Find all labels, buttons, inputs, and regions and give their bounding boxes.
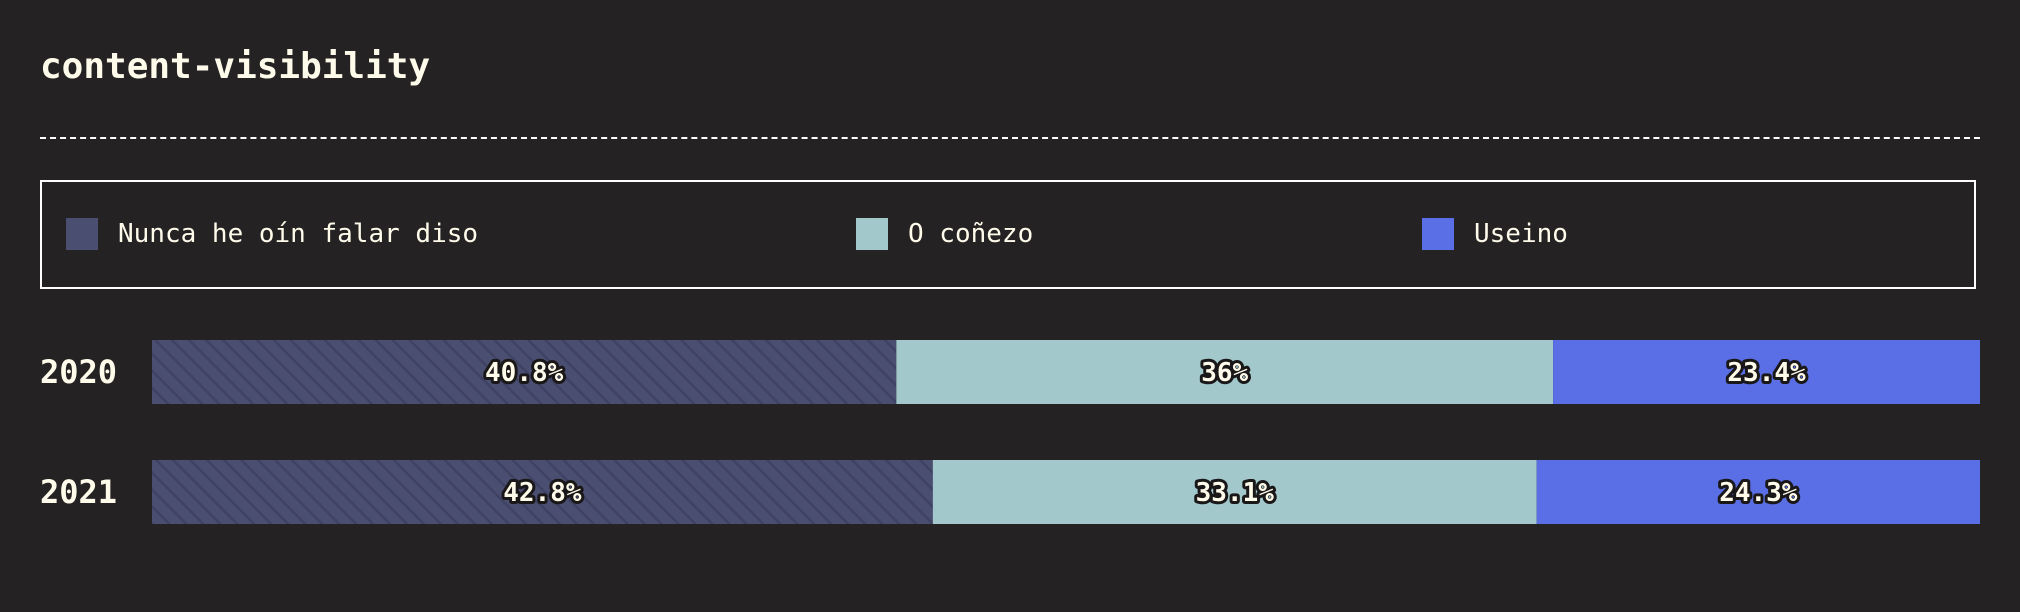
legend-label-useino: Useino	[1474, 219, 1568, 249]
legend-item-conezo[interactable]: O coñezo	[856, 218, 1033, 250]
bar-label-2021-nunca: 42.8%	[503, 478, 582, 508]
chart-legend: Nunca he oín falar diso O coñezo Useino	[40, 180, 1976, 289]
bar-label-2020-nunca: 40.8%	[485, 358, 564, 388]
legend-swatch-useino	[1422, 218, 1454, 250]
row-label-2021: 2021	[40, 473, 118, 511]
legend-label-conezo: O coñezo	[908, 219, 1034, 249]
bar-2020-useino[interactable]	[1553, 340, 1980, 404]
title-divider	[40, 137, 1980, 139]
bar-2020-conezo[interactable]	[896, 340, 1554, 404]
bar-2020-nunca[interactable]	[152, 340, 897, 404]
legend-swatch-conezo	[856, 218, 888, 250]
row-label-2020: 2020	[40, 353, 118, 391]
bar-2021-useino[interactable]	[1536, 460, 1980, 524]
bar-label-2020-useino: 23.4%	[1727, 358, 1806, 388]
bar-2021-conezo[interactable]	[932, 460, 1537, 524]
bar-2021-nunca[interactable]	[152, 460, 933, 524]
chart-title: content-visibility	[40, 46, 431, 87]
legend-item-nunca[interactable]: Nunca he oín falar diso	[66, 218, 478, 250]
legend-swatch-nunca	[66, 218, 98, 250]
legend-item-useino[interactable]: Useino	[1422, 218, 1568, 250]
bar-label-2021-conezo: 33.1%	[1196, 478, 1275, 508]
bar-label-2020-conezo: 36%	[1201, 358, 1248, 388]
bar-label-2021-useino: 24.3%	[1719, 478, 1798, 508]
legend-label-nunca: Nunca he oín falar diso	[118, 219, 479, 249]
